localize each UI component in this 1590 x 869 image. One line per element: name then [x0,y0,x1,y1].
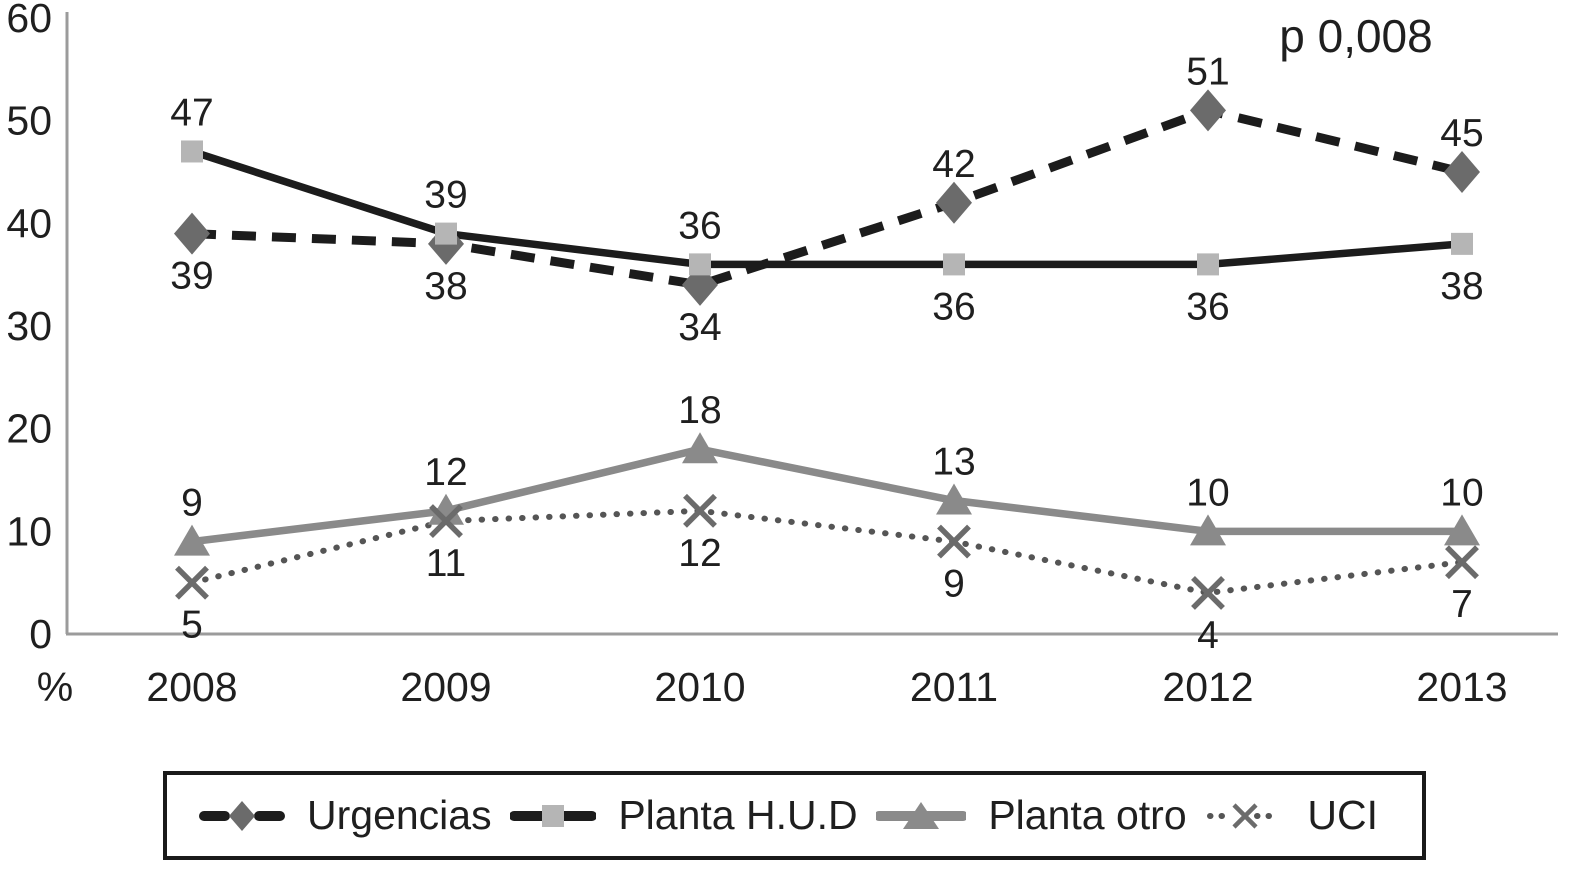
x-tick-label: 2013 [1416,664,1507,710]
series-planta-otro-value-label: 10 [1440,471,1483,514]
series-planta-h-u-d-marker [1451,232,1473,255]
planta-hud-solid-square-icon [510,804,597,827]
legend-label-planta-otro: Planta otro [988,792,1187,838]
series-uci-value-label: 11 [426,542,467,585]
series-urgencias-marker [174,212,210,255]
uci-dotted-x-icon [1207,802,1284,829]
series-urgencias-value-label: 38 [424,265,467,308]
series-uci-marker [683,493,717,528]
series-planta-h-u-d-value-label: 36 [1186,285,1229,328]
legend-item-planta-otro: Planta otro [876,792,1187,839]
series-planta-h-u-d-value-label: 39 [424,174,467,217]
series-urgencias-line [191,105,1464,290]
series-uci-marker [1445,545,1479,580]
series-planta-h-u-d-marker [1197,253,1219,276]
y-tick-label: 60 [6,0,52,41]
legend-item-uci: UCI [1205,792,1378,839]
series-planta-otro-value-label: 10 [1186,471,1229,514]
series-planta-otro-value-label: 12 [424,451,467,494]
series-planta-otro-value-label: 9 [181,482,203,525]
x-tick-label: 2008 [146,664,237,710]
series-planta-h-u-d-value-label: 38 [1440,265,1483,308]
series-urgencias-marker [936,181,972,224]
series-planta-otro-marker [936,483,972,515]
series-planta-otro-value-label: 13 [932,441,975,484]
series-planta-otro-line [191,445,1462,546]
series-planta-h-u-d-marker [689,253,711,276]
x-tick-label: 2011 [910,664,998,710]
series-urgencias-value-label: 45 [1440,112,1483,155]
y-tick-label: 20 [6,406,52,452]
legend-item-planta-hud: Planta H.U.D [510,792,858,839]
legend-box: Urgencias Planta H.U.D Planta otro UCI [163,771,1426,860]
urgencias-dashed-diamond-icon [199,800,285,831]
series-planta-h-u-d-value-label: 36 [678,204,721,247]
y-tick-label: 50 [6,98,52,144]
series-uci-value-label: 12 [678,532,721,575]
series-uci-line [189,507,1465,596]
series-urgencias-value-label: 42 [932,143,975,186]
series-planta-h-u-d-marker [435,222,457,245]
series-planta-h-u-d-line [190,147,1463,269]
series-planta-otro-marker [1190,514,1226,546]
y-tick-label: 10 [6,508,52,554]
series-planta-h-u-d-marker [943,253,965,276]
series-uci-value-label: 5 [181,604,203,647]
y-tick-label: 40 [6,200,52,246]
series-planta-otro-marker [1444,514,1480,546]
series-planta-h-u-d-value-label: 47 [170,91,213,134]
series-urgencias-marker [1444,151,1480,193]
series-uci-value-label: 9 [943,563,965,606]
series-uci-value-label: 7 [1451,583,1473,626]
series-uci-marker [429,504,463,539]
series-planta-h-u-d-value-label: 36 [932,285,975,328]
y-tick-label: 30 [6,303,52,349]
series-uci-marker [937,524,971,559]
p-value-annotation: p 0,008 [1279,10,1432,62]
legend-item-urgencias: Urgencias [199,792,492,839]
series-uci-marker [1191,575,1225,610]
legend-label-urgencias: Urgencias [307,792,492,838]
x-tick-label: 2010 [654,664,745,710]
x-tick-label: 2009 [400,664,491,710]
legend-label-uci: UCI [1307,792,1378,838]
series-uci-value-label: 4 [1197,614,1219,657]
y-tick-label: 0 [29,611,52,657]
legend-label-planta-hud: Planta H.U.D [618,792,858,838]
series-planta-otro-marker [174,524,210,556]
series-uci-marker [175,565,209,600]
series-planta-h-u-d-marker [181,140,203,163]
line-chart: 0 10 20 30 40 50 60% 2008 2009 2010 2011 2012 2013 p … [6,0,1558,710]
series-urgencias-value-label: 34 [678,306,721,349]
series-urgencias-value-label: 39 [170,255,213,298]
y-axis-unit-label: % [37,664,73,710]
x-tick-label: 2012 [1162,664,1253,710]
series-urgencias-marker [1190,89,1226,132]
planta-otro-solid-triangle-icon [876,801,967,829]
series-urgencias-value-label: 51 [1186,50,1229,93]
series-planta-otro-value-label: 18 [678,389,721,432]
series-planta-otro-marker [428,493,464,525]
series-planta-otro-marker [682,432,718,464]
